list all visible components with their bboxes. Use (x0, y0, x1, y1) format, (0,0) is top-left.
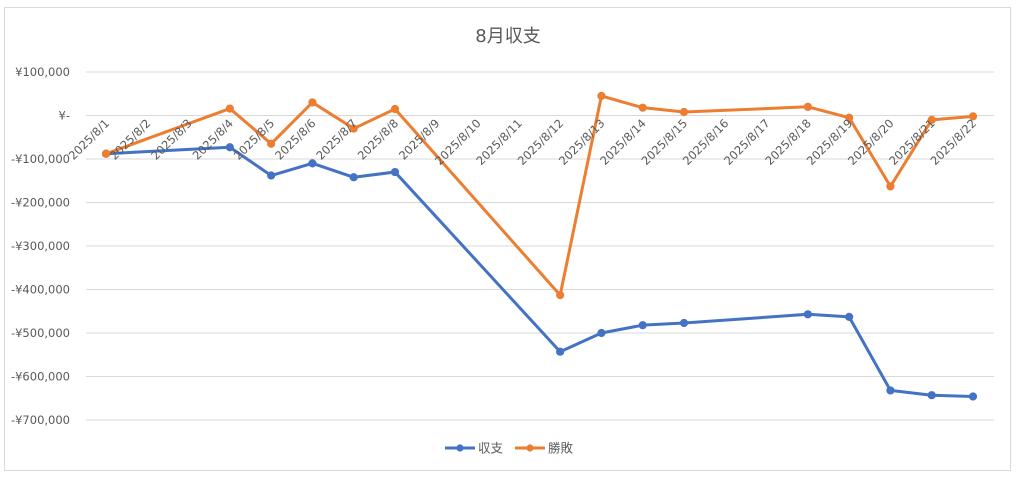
data-point (308, 159, 317, 168)
data-point (597, 91, 606, 101)
chart-title: 8月収支 (475, 26, 540, 47)
data-point (556, 291, 565, 300)
legend-label: 収支 (478, 441, 504, 456)
x-tick-label: 2025/8/4 (190, 116, 236, 162)
data-point (886, 182, 895, 191)
y-tick-label: -¥500,000 (11, 326, 70, 340)
data-point (101, 149, 111, 158)
data-point (390, 167, 400, 177)
data-point (679, 107, 689, 117)
data-point (803, 310, 812, 319)
x-axis-ticks: 2025/8/12025/8/22025/8/32025/8/42025/8/5… (66, 116, 979, 168)
data-point (267, 139, 276, 148)
legend-swatch-marker (456, 444, 464, 452)
y-tick-label: ¥100,000 (15, 65, 70, 79)
data-point (349, 124, 358, 133)
legend: 収支 勝敗 (445, 441, 574, 456)
data-point (638, 321, 647, 330)
data-point (803, 102, 812, 111)
data-point (390, 104, 400, 114)
data-point (638, 103, 647, 112)
data-point (225, 143, 234, 152)
y-tick-label: ¥- (59, 109, 70, 123)
series-1 (101, 143, 978, 401)
x-tick-label: 2025/8/7 (313, 116, 359, 162)
y-axis-ticks: ¥100,000 ¥- -¥100,000 -¥200,000 -¥300,000 -¥4… (11, 65, 70, 427)
data-point (267, 171, 276, 180)
data-point (845, 312, 854, 322)
series-2 (101, 91, 978, 300)
legend-label: 勝敗 (548, 441, 574, 456)
x-tick-label: 2025/8/5 (231, 116, 277, 162)
data-point (845, 113, 854, 122)
data-point (556, 347, 565, 356)
data-point (225, 104, 234, 113)
y-tick-label: -¥100,000 (11, 152, 70, 166)
data-point (968, 112, 978, 121)
y-tick-label: -¥400,000 (11, 283, 70, 297)
y-tick-label: -¥600,000 (11, 370, 70, 384)
data-point (597, 328, 606, 338)
data-point (927, 115, 936, 124)
data-point (927, 391, 936, 400)
data-point (349, 173, 358, 182)
x-tick-label: 2025/8/3 (148, 116, 194, 162)
series-layer (101, 91, 978, 401)
y-tick-label: -¥700,000 (11, 413, 70, 427)
y-tick-label: -¥200,000 (11, 196, 70, 210)
legend-swatch-marker (526, 444, 534, 452)
legend-item: 収支 (445, 441, 504, 456)
data-point (968, 392, 978, 401)
chart-frame (4, 7, 1011, 471)
data-point (886, 386, 895, 395)
legend-item: 勝敗 (515, 441, 574, 456)
y-tick-label: -¥300,000 (11, 239, 70, 253)
data-point (679, 318, 689, 328)
data-point (308, 98, 317, 107)
x-tick-label: 2025/8/6 (272, 116, 318, 162)
